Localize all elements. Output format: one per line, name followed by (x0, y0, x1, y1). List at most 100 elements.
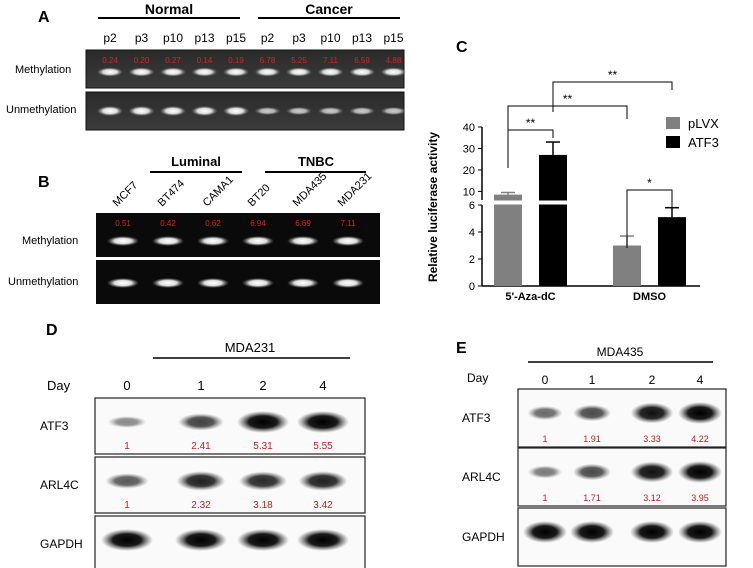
panel-b-band-methylation (107, 236, 139, 246)
panel-a-band-unmethylation (349, 107, 375, 115)
panel-c-significance-label: ** (526, 116, 536, 130)
panel-e-day: 4 (697, 373, 704, 387)
panel-d-cell-line: MDA231 (225, 340, 276, 355)
panel-b-band-unmethylation (242, 278, 274, 288)
panel-e-band (678, 521, 722, 543)
panel-b-value: 0.51 (115, 219, 131, 228)
panel-c: C Relative luciferase activity 0 2 4 6 10 20 3… (426, 39, 719, 303)
panel-b-lane-label: MDA231 (336, 170, 375, 209)
panel-b-band-methylation (242, 236, 274, 246)
panel-e-band (523, 521, 567, 543)
panel-d-value: 3.42 (313, 500, 333, 511)
panel-a-value: 0.20 (134, 56, 150, 65)
panel-a-lane-label: p13 (352, 31, 372, 45)
panel-d-blot-label: GAPDH (40, 537, 83, 551)
panel-c-bar (658, 217, 686, 286)
panel-a-lane-label: p3 (135, 31, 149, 45)
panel-b-lane-label: BT20 (246, 182, 273, 209)
panel-e-value: 3.12 (643, 493, 661, 503)
panel-d-day-label: Day (47, 378, 71, 393)
panel-b-row-methylation: Methylation (22, 235, 78, 247)
panel-a-band-methylation (97, 67, 123, 77)
panel-e-band (678, 461, 722, 483)
panel-a-band-unmethylation (254, 107, 281, 115)
panel-a-band-unmethylation (317, 107, 344, 115)
panel-a-value: 6.59 (354, 56, 370, 65)
panel-e-value: 1.71 (583, 493, 601, 503)
panel-a-band-unmethylation (223, 106, 249, 116)
panel-e-value: 3.95 (691, 493, 709, 503)
panel-c-significance-label: ** (608, 68, 618, 82)
panel-d-blot-label: ARL4C (40, 478, 79, 492)
panel-c-bar (613, 245, 641, 286)
panel-d-day: 2 (259, 378, 266, 393)
panel-a-lane-label: p2 (103, 31, 117, 45)
panel-c-letter: C (456, 39, 468, 56)
panel-d-value: 5.31 (253, 441, 273, 452)
panel-a-lane-label: p10 (320, 31, 340, 45)
panel-c-significance-bracket (507, 105, 628, 156)
panel-c-tick-label: 10 (463, 186, 475, 198)
panel-d-band (297, 529, 349, 551)
panel-e-letter: E (456, 340, 467, 357)
panel-b-lane-label: BT474 (156, 178, 187, 209)
panel-a-value: 6.78 (260, 56, 276, 65)
panel-a-band-unmethylation (160, 106, 186, 116)
panel-a-band-methylation (317, 67, 344, 77)
panel-d-value: 3.18 (253, 500, 273, 511)
panel-b-row-unmethylation: Unmethylation (8, 276, 78, 288)
panel-d-letter: D (46, 322, 58, 339)
panel-d-day: 0 (123, 378, 130, 393)
panel-a-lane-label: p15 (383, 31, 403, 45)
panel-c-category-label: DMSO (633, 291, 666, 303)
panel-b-band-methylation (287, 236, 319, 246)
panel-e-band (570, 521, 614, 543)
panel-d-band (238, 471, 288, 491)
panel-e-band (630, 402, 674, 424)
panel-c-bar (494, 194, 522, 286)
panel-b-gel-methylation (96, 213, 380, 257)
panel-e-day: 0 (542, 373, 549, 387)
panel-c-tick-label: 2 (469, 254, 475, 266)
panel-a-value: 5.25 (291, 56, 307, 65)
panel-a-row-methylation: Methylation (15, 64, 71, 76)
panel-a-band-methylation (223, 67, 249, 77)
panel-b: B Luminal TNBC MCF7 BT474 CAMA1 BT20 MDA435 M… (8, 154, 380, 304)
panel-b-band-methylation (332, 236, 364, 246)
panel-e-day: 2 (649, 373, 656, 387)
panel-e-blot-label: ARL4C (462, 470, 501, 484)
panel-b-value: 6.69 (295, 219, 311, 228)
panel-e-band (572, 463, 612, 481)
panel-c-tick-label: 20 (463, 165, 475, 177)
panel-a-lane-label: p10 (163, 31, 183, 45)
panel-d-band (105, 473, 149, 489)
panel-a-band-methylation (160, 67, 186, 77)
panel-d-value: 2.41 (191, 441, 211, 452)
panel-e-band (630, 461, 674, 483)
panel-e-day: 1 (589, 373, 596, 387)
panel-a-value: 0.14 (197, 56, 213, 65)
panel-a-letter: A (38, 9, 50, 26)
panel-d-value: 5.55 (313, 441, 333, 452)
panel-e-value: 1.91 (583, 434, 601, 444)
panel-c-category-label: 5'-Aza-dC (505, 291, 555, 303)
panel-e-value: 1 (542, 434, 547, 444)
panel-a-lane-label: p2 (261, 31, 275, 45)
panel-d-blot-label: ATF3 (40, 419, 69, 433)
panel-e: E MDA435 Day 0 1 2 4 ATF3 1 1.91 3.33 4.22 ARL4C 1… (456, 340, 727, 567)
panel-b-group-luminal: Luminal (171, 154, 221, 169)
panel-b-band-methylation (152, 236, 184, 246)
panel-d-band (101, 529, 153, 551)
panel-a-group-normal: Normal (145, 1, 193, 17)
panel-d-band (298, 471, 348, 491)
panel-a-lane-label: p3 (292, 31, 306, 45)
panel-b-band-unmethylation (332, 278, 364, 288)
panel-c-axis-break (476, 200, 706, 205)
panel-a-band-unmethylation (191, 106, 218, 116)
panel-e-value: 3.33 (643, 434, 661, 444)
panel-b-letter: B (38, 174, 50, 191)
panel-d-band (107, 416, 147, 428)
panel-e-blot-label: GAPDH (462, 530, 505, 544)
panel-a-value: 0.19 (228, 56, 244, 65)
